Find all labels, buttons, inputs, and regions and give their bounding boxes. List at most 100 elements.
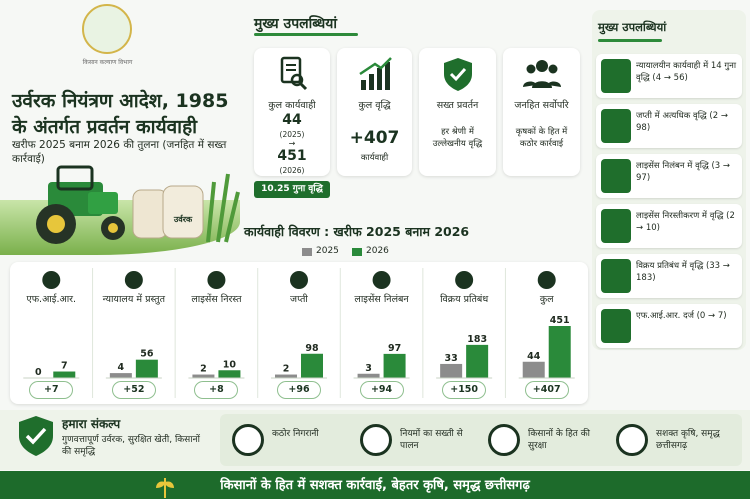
bar-value-label: 33: [445, 353, 458, 364]
bar-2025: [192, 374, 215, 378]
kpi-total-2026: 451: [277, 148, 307, 164]
sack-label: उर्वरक: [173, 215, 193, 224]
footer-banner-text: किसानों के हित में सशक्त कार्रवाई, बेहतर…: [220, 478, 530, 493]
bar-2026: [301, 353, 323, 378]
right-highlight-text: न्यायालयीन कार्यवाही में 14 गुना वृद्धि …: [636, 61, 737, 83]
box-icon: [290, 271, 308, 289]
kpi-public-desc: कृषकों के हित में कठोर कार्रवाई: [515, 127, 568, 149]
highlights-underline: [254, 33, 358, 36]
department-emblem: [82, 4, 132, 54]
chart-title: कार्यवाही विवरण : खरीफ 2025 बनाम 2026: [244, 224, 470, 239]
bar-value-label: 10: [223, 359, 237, 370]
bar-value-label: 183: [467, 334, 487, 345]
pledge-text: गुणवत्तापूर्ण उर्वरक, सुरक्षित खेती, किस…: [62, 435, 200, 457]
bar-value-label: 451: [550, 315, 570, 326]
tractor-illustration: [36, 165, 240, 244]
right-highlight-text: विक्रय प्रतिबंध में वृद्धि (33 → 183): [636, 261, 730, 283]
category-label: न्यायालय में प्रस्तुत: [102, 294, 166, 305]
right-highlight-item: जप्ती में अत्यधिक वृद्धि (2 → 98): [596, 104, 742, 148]
magnifier-icon: [360, 424, 392, 456]
kpi-strict-enforcement: सख्त प्रवर्तन हर श्रेणी में उल्लेखनीय वृ…: [419, 48, 496, 176]
kpi-total-label: कुल कार्यवाही: [268, 100, 316, 111]
right-highlight-item: एफ.आई.आर. दर्ज (0 → 7): [596, 304, 742, 348]
category-label: कुल: [539, 294, 554, 305]
bar-value-label: 98: [305, 343, 319, 354]
kpi-strict-label: सख्त प्रवर्तन: [436, 100, 479, 111]
page-title: उर्वरक नियंत्रण आदेश, 1985 के अंतर्गत प्…: [12, 90, 229, 138]
bar-2026: [466, 344, 489, 378]
growth-chart-icon: [358, 57, 392, 90]
people-icon: [522, 60, 561, 88]
kpi-arrow: →: [288, 139, 296, 148]
category-label: विक्रय प्रतिबंध: [440, 294, 489, 305]
gavel-icon: [601, 59, 631, 93]
bar-2025: [109, 373, 132, 378]
right-highlight-text: लाइसेंस निलंबन में वृद्धि (3 → 97): [636, 161, 731, 183]
bar-2026: [548, 326, 571, 378]
bar-value-label: 7: [61, 361, 68, 372]
target-icon: [232, 424, 264, 456]
bar-value-label: 44: [527, 351, 541, 362]
bar-value-label: 97: [388, 343, 401, 354]
right-highlight-item: लाइसेंस निरस्तीकरण में वृद्धि (2 → 10): [596, 204, 742, 248]
right-panel-title: मुख्य उपलब्धियां: [598, 20, 667, 34]
pledge-item-text: नियमों का सख्ती से पालन: [400, 429, 463, 451]
category-label: लाइसेंस निरस्त: [191, 294, 242, 305]
right-highlight-item: लाइसेंस निलंबन में वृद्धि (3 → 97): [596, 154, 742, 198]
right-highlight-text: एफ.आई.आर. दर्ज (0 → 7): [636, 311, 727, 321]
kpi-total-2025-year: (2025): [279, 130, 305, 139]
kpi-total-growth: कुल वृद्धि +407 कार्यवाही: [337, 48, 412, 176]
bar-value-label: 2: [283, 364, 290, 375]
bar-chart: 0 7 4 56 2 10 2 98 3 97 33 183 44 451: [23, 268, 575, 398]
pledge-items-box: [220, 414, 742, 466]
shield-check-icon: [443, 58, 472, 91]
document-search-icon: [280, 56, 308, 91]
people-icon: [537, 271, 556, 289]
police-cap-icon: [601, 309, 631, 343]
growth-multiple-badge: 10.25 गुना वृद्धि: [254, 181, 330, 198]
plant-hand-icon: [616, 424, 648, 456]
delta-pill: +150: [442, 381, 487, 399]
emblem-caption: किसान कल्याण विभाग: [82, 59, 133, 66]
bar-2026: [135, 359, 158, 378]
bar-2026: [383, 353, 406, 378]
legend-label-2026: 2026: [366, 246, 389, 256]
delta-pill: +94: [359, 381, 404, 399]
bar-2026: [53, 371, 76, 378]
legend-swatch-2025: [302, 248, 312, 256]
pledge-item-text: किसानों के हित की सुरक्षा: [528, 429, 590, 451]
bar-value-label: 4: [118, 362, 125, 373]
kpi-strict-desc: हर श्रेणी में उल्लेखनीय वृद्धि: [432, 127, 483, 149]
footer-banner: [0, 471, 750, 499]
pledge-item-text: कठोर निगरानी: [272, 429, 319, 439]
page-subtitle: खरीफ 2025 बनाम 2026 की तुलना (जनहित में …: [12, 139, 227, 165]
kpi-total-2026-year: (2026): [279, 166, 305, 175]
right-highlight-item: न्यायालयीन कार्यवाही में 14 गुना वृद्धि …: [596, 54, 742, 98]
bar-2025: [275, 374, 297, 378]
right-panel-underline: [598, 39, 662, 42]
delta-pill: +96: [277, 381, 321, 399]
leaf-icon: [156, 478, 174, 498]
shield-check-icon: [601, 109, 631, 143]
delta-pill: +52: [111, 381, 156, 399]
bar-2025: [440, 363, 463, 378]
category-label: लाइसेंस निलंबन: [354, 294, 409, 305]
scales-icon: [124, 271, 143, 289]
pledge-title: हमारा संकल्प: [62, 417, 121, 431]
license-cancel-icon: [601, 209, 631, 243]
legend-label-2025: 2025: [316, 246, 339, 256]
pledge-item-text: सशक्त कृषि, समृद्ध छत्तीसगढ़: [656, 429, 720, 451]
license-cancel-icon: [207, 271, 226, 289]
barrier-icon: [455, 271, 474, 289]
category-label: एफ.आई.आर.: [26, 294, 77, 305]
bar-value-label: 3: [365, 363, 372, 374]
farmers-icon: [488, 424, 520, 456]
bar-2026: [218, 370, 241, 378]
right-highlight-text: जप्ती में अत्यधिक वृद्धि (2 → 98): [636, 111, 728, 133]
barrier-icon: [601, 259, 631, 293]
bar-2025: [357, 373, 380, 378]
bar-value-label: 2: [200, 364, 207, 375]
kpi-public-interest: जनहित सर्वोपरि कृषकों के हित में कठोर का…: [503, 48, 580, 176]
legend-swatch-2026: [352, 248, 362, 256]
police-cap-icon: [42, 271, 61, 289]
